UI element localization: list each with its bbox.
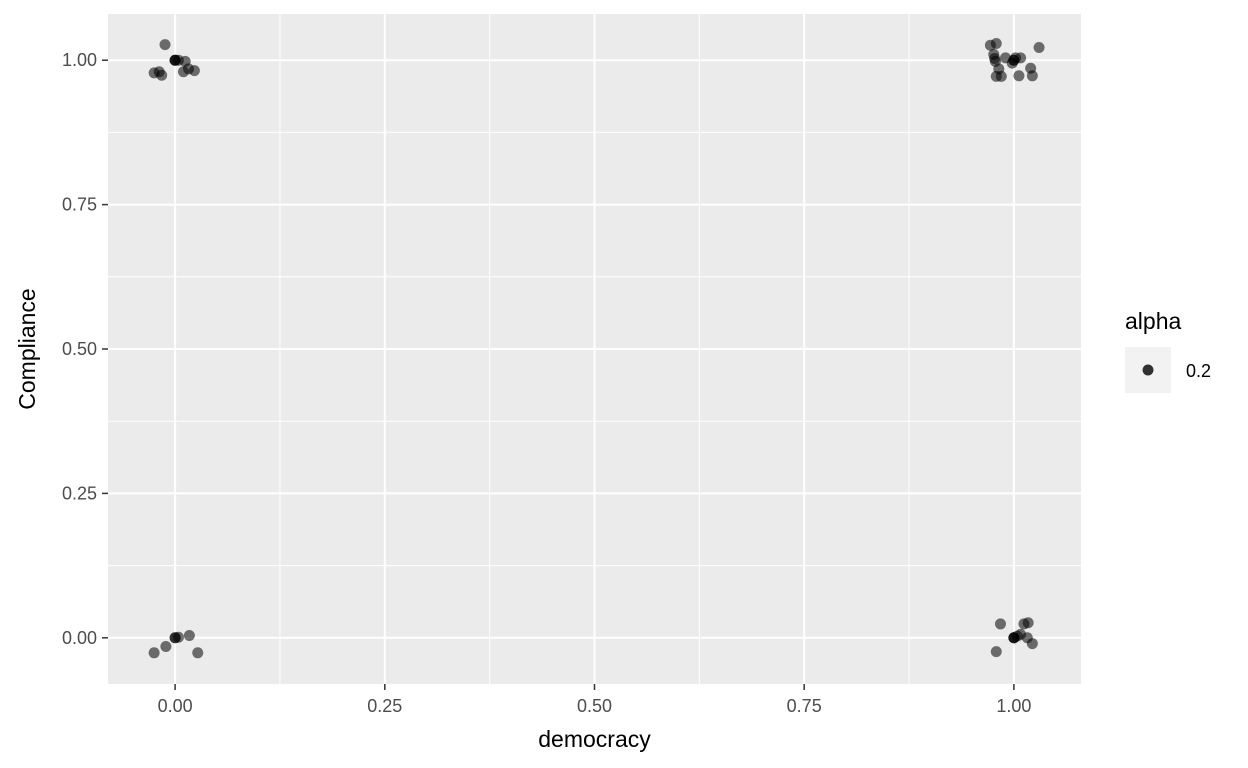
- data-point: [1033, 42, 1045, 53]
- legend-key-point: [1142, 364, 1154, 376]
- data-point: [183, 629, 195, 641]
- x-axis: 0.00 0.25 0.50 0.75 1.00: [158, 684, 1031, 716]
- data-point: [159, 39, 171, 51]
- legend-title: alpha: [1125, 308, 1181, 334]
- data-point: [1026, 70, 1038, 82]
- data-point: [1013, 70, 1025, 82]
- major-gridlines: [108, 14, 1081, 684]
- x-tick-label: 1.00: [996, 696, 1031, 716]
- y-axis-title: Compliance: [14, 288, 40, 409]
- data-point: [1026, 638, 1038, 650]
- data-point: [188, 65, 200, 77]
- y-tick-label: 1.00: [62, 50, 97, 70]
- data-point: [995, 70, 1007, 82]
- data-point: [172, 54, 184, 66]
- x-tick-label: 0.50: [577, 696, 612, 716]
- data-point: [192, 647, 204, 659]
- legend: alpha 0.2: [1125, 308, 1211, 393]
- y-tick-label: 0.25: [62, 483, 97, 503]
- data-points: [148, 37, 1045, 659]
- y-tick-label: 0.75: [62, 195, 97, 215]
- data-point: [172, 631, 184, 643]
- y-tick-label: 0.50: [62, 339, 97, 359]
- data-point: [994, 618, 1006, 630]
- x-tick-label: 0.00: [158, 696, 193, 716]
- x-tick-label: 0.75: [787, 696, 822, 716]
- data-point: [990, 37, 1002, 49]
- data-point: [990, 646, 1002, 658]
- y-axis: 0.00 0.25 0.50 0.75 1.00: [62, 50, 108, 648]
- legend-label: 0.2: [1186, 361, 1211, 381]
- data-point: [1022, 617, 1034, 629]
- data-point: [160, 640, 172, 652]
- y-tick-label: 0.00: [62, 628, 97, 648]
- data-point: [1015, 52, 1027, 64]
- data-point: [156, 69, 168, 81]
- x-tick-label: 0.25: [367, 696, 402, 716]
- data-point: [148, 647, 160, 659]
- x-axis-title: democracy: [538, 726, 651, 752]
